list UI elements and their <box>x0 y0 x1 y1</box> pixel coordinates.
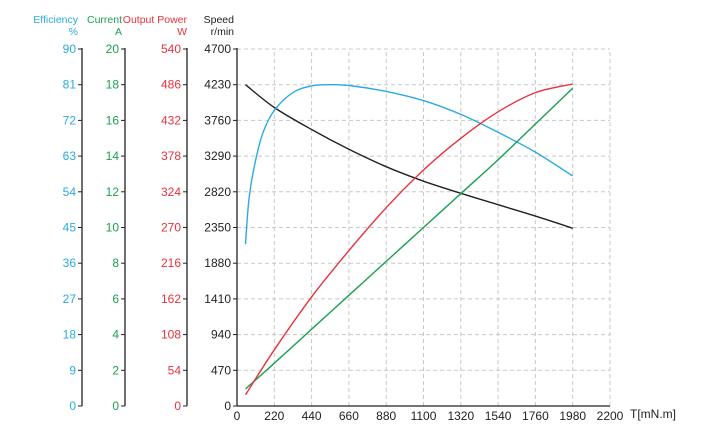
efficiency-axis-title: Efficiency <box>33 14 78 26</box>
axes: 0 220 440 660 880 1100 1320 1540 1760 1980 2200091… <box>63 42 624 423</box>
x-tick-label: 1980 <box>559 409 586 423</box>
speed-tick-label: 3760 <box>204 113 231 127</box>
x-tick-label: 2200 <box>597 409 624 423</box>
speed-tick-label: 1880 <box>204 256 231 270</box>
x-tick-label: 1760 <box>522 409 549 423</box>
power-axis-header: Output Power W <box>120 14 187 38</box>
current-tick-label: 8 <box>112 256 119 270</box>
efficiency-tick-label: 45 <box>63 221 77 235</box>
current-tick-label: 10 <box>106 221 120 235</box>
speed-tick-label: 470 <box>211 363 231 377</box>
power-axis-title: Output Power <box>122 14 187 26</box>
speed-curve <box>245 84 573 229</box>
power-axis-unit: W <box>177 26 187 38</box>
efficiency-tick-label: 36 <box>63 256 77 270</box>
efficiency-tick-label: 81 <box>63 78 77 92</box>
x-tick-label: 660 <box>339 409 359 423</box>
power-tick-label: 540 <box>161 42 181 56</box>
speed-tick-label: 0 <box>224 399 231 413</box>
current-tick-label: 2 <box>112 363 119 377</box>
power-tick-label: 324 <box>161 185 181 199</box>
current-curve <box>245 87 574 390</box>
efficiency-axis-header: Efficiency % <box>2 14 78 38</box>
power-tick-label: 378 <box>161 149 181 163</box>
curves <box>244 83 574 396</box>
x-tick-label: 220 <box>264 409 284 423</box>
efficiency-axis-unit: % <box>68 26 78 38</box>
efficiency-tick-label: 63 <box>63 149 77 163</box>
current-axis-title: Current <box>86 14 122 26</box>
speed-tick-label: 940 <box>211 328 231 342</box>
power-tick-label: 162 <box>161 292 181 306</box>
x-tick-label: 1320 <box>447 409 474 423</box>
x-axis-label: T[mN.m] <box>630 407 676 421</box>
current-tick-label: 12 <box>106 185 120 199</box>
efficiency-tick-label: 27 <box>63 292 77 306</box>
efficiency-tick-label: 72 <box>63 113 77 127</box>
current-tick-label: 14 <box>106 149 120 163</box>
grid <box>237 48 611 406</box>
current-axis-header: Current A <box>80 14 122 38</box>
speed-tick-label: 1410 <box>204 292 231 306</box>
efficiency-tick-label: 0 <box>69 399 76 413</box>
efficiency-tick-label: 90 <box>63 42 77 56</box>
output-power-curve <box>244 83 573 396</box>
current-tick-label: 0 <box>112 399 119 413</box>
efficiency-curve <box>244 83 574 245</box>
current-tick-label: 16 <box>106 113 120 127</box>
x-tick-label: 880 <box>376 409 396 423</box>
speed-tick-label: 2350 <box>204 221 231 235</box>
efficiency-tick-label: 9 <box>69 363 76 377</box>
x-tick-label: 0 <box>234 409 241 423</box>
power-tick-label: 486 <box>161 78 181 92</box>
current-tick-label: 6 <box>112 292 119 306</box>
speed-tick-label: 3290 <box>204 149 231 163</box>
x-tick-label: 440 <box>302 409 322 423</box>
power-tick-label: 0 <box>174 399 181 413</box>
speed-axis-header: Speed r/min <box>190 14 234 38</box>
speed-tick-label: 4700 <box>204 42 231 56</box>
efficiency-tick-label: 54 <box>63 185 77 199</box>
current-axis-unit: A <box>114 26 122 38</box>
power-tick-label: 54 <box>168 363 182 377</box>
speed-axis-title: Speed <box>203 14 234 26</box>
power-tick-label: 216 <box>161 256 181 270</box>
speed-axis-unit: r/min <box>210 26 234 38</box>
speed-tick-label: 2820 <box>204 185 231 199</box>
x-tick-label: 1540 <box>485 409 512 423</box>
current-tick-label: 20 <box>106 42 120 56</box>
speed-tick-label: 4230 <box>204 78 231 92</box>
current-tick-label: 18 <box>106 78 120 92</box>
power-tick-label: 270 <box>161 221 181 235</box>
current-tick-label: 4 <box>112 328 119 342</box>
power-tick-label: 432 <box>161 113 181 127</box>
power-tick-label: 108 <box>161 328 181 342</box>
x-tick-label: 1100 <box>411 409 437 423</box>
efficiency-tick-label: 18 <box>63 328 77 342</box>
